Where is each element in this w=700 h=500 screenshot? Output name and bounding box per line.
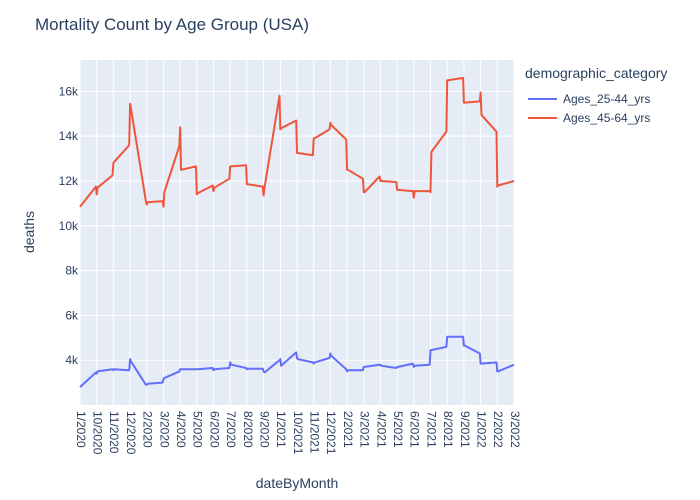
x-tick-label: 4/2021 [374, 411, 388, 448]
x-tick-label: 11/2020 [107, 411, 121, 454]
y-axis-title: deaths [21, 211, 37, 253]
x-tick-label: 12/2020 [124, 411, 138, 455]
x-tick-label: 9/2020 [257, 411, 271, 448]
legend-item[interactable]: Ages_45-64_yrs [528, 111, 650, 125]
series-line-Ages_25-44_yrs [79, 335, 515, 388]
x-tick-label: 1/2021 [274, 411, 288, 448]
x-tick-label: 6/2021 [408, 411, 422, 448]
x-tick-label: 10/2020 [91, 411, 105, 455]
x-tick-label: 8/2020 [241, 411, 255, 448]
x-tick-label: 10/2021 [291, 411, 305, 455]
y-axis-ticks: 4k 6k 8k 10k 12k 14k 16k [59, 84, 79, 367]
y-tick-label: 10k [59, 219, 79, 233]
x-tick-label: 3/2022 [508, 411, 522, 448]
y-tick-label: 16k [59, 84, 79, 98]
x-tick-label: 7/2021 [424, 411, 438, 448]
y-tick-label: 8k [65, 264, 79, 278]
x-tick-label: 9/2021 [458, 411, 472, 448]
x-tick-label: 1/2022 [474, 411, 488, 448]
x-tick-label: 6/2020 [207, 411, 221, 448]
x-tick-label: 12/2021 [324, 411, 338, 455]
legend-title: demographic_category [525, 65, 667, 81]
x-tick-label: 5/2020 [191, 411, 205, 448]
chart-title: Mortality Count by Age Group (USA) [35, 15, 309, 34]
series-layer [79, 76, 515, 388]
x-axis-title: dateByMonth [256, 475, 339, 491]
y-tick-label: 12k [59, 174, 79, 188]
x-tick-label: 3/2020 [157, 411, 171, 448]
x-axis-ticks: 1/2020 10/2020 11/2020 12/2020 2/2020 3/2020 4… [74, 411, 522, 455]
x-tick-label: 4/2020 [174, 411, 188, 448]
x-tick-label: 2/2021 [341, 411, 355, 448]
legend: demographic_category Ages_25-44_yrsAges_… [525, 65, 667, 125]
legend-label: Ages_45-64_yrs [563, 111, 650, 125]
series-line-Ages_45-64_yrs [79, 76, 515, 208]
y-tick-label: 14k [59, 129, 79, 143]
y-tick-label: 6k [65, 308, 79, 322]
x-tick-label: 1/2020 [74, 411, 88, 448]
x-tick-label: 5/2021 [391, 411, 405, 448]
x-tick-label: 2/2022 [491, 411, 505, 448]
x-tick-label: 2/2020 [141, 411, 155, 448]
legend-label: Ages_25-44_yrs [563, 92, 650, 106]
x-tick-label: 3/2021 [358, 411, 372, 448]
grid-lines [79, 60, 515, 405]
legend-items: Ages_25-44_yrs Ages_45-64_yrs [528, 92, 650, 125]
x-tick-label: 8/2021 [441, 411, 455, 448]
x-tick-label: 11/2021 [308, 411, 322, 454]
legend-item[interactable]: Ages_25-44_yrs [528, 92, 650, 106]
x-tick-label: 7/2020 [224, 411, 238, 448]
y-tick-label: 4k [65, 353, 79, 367]
